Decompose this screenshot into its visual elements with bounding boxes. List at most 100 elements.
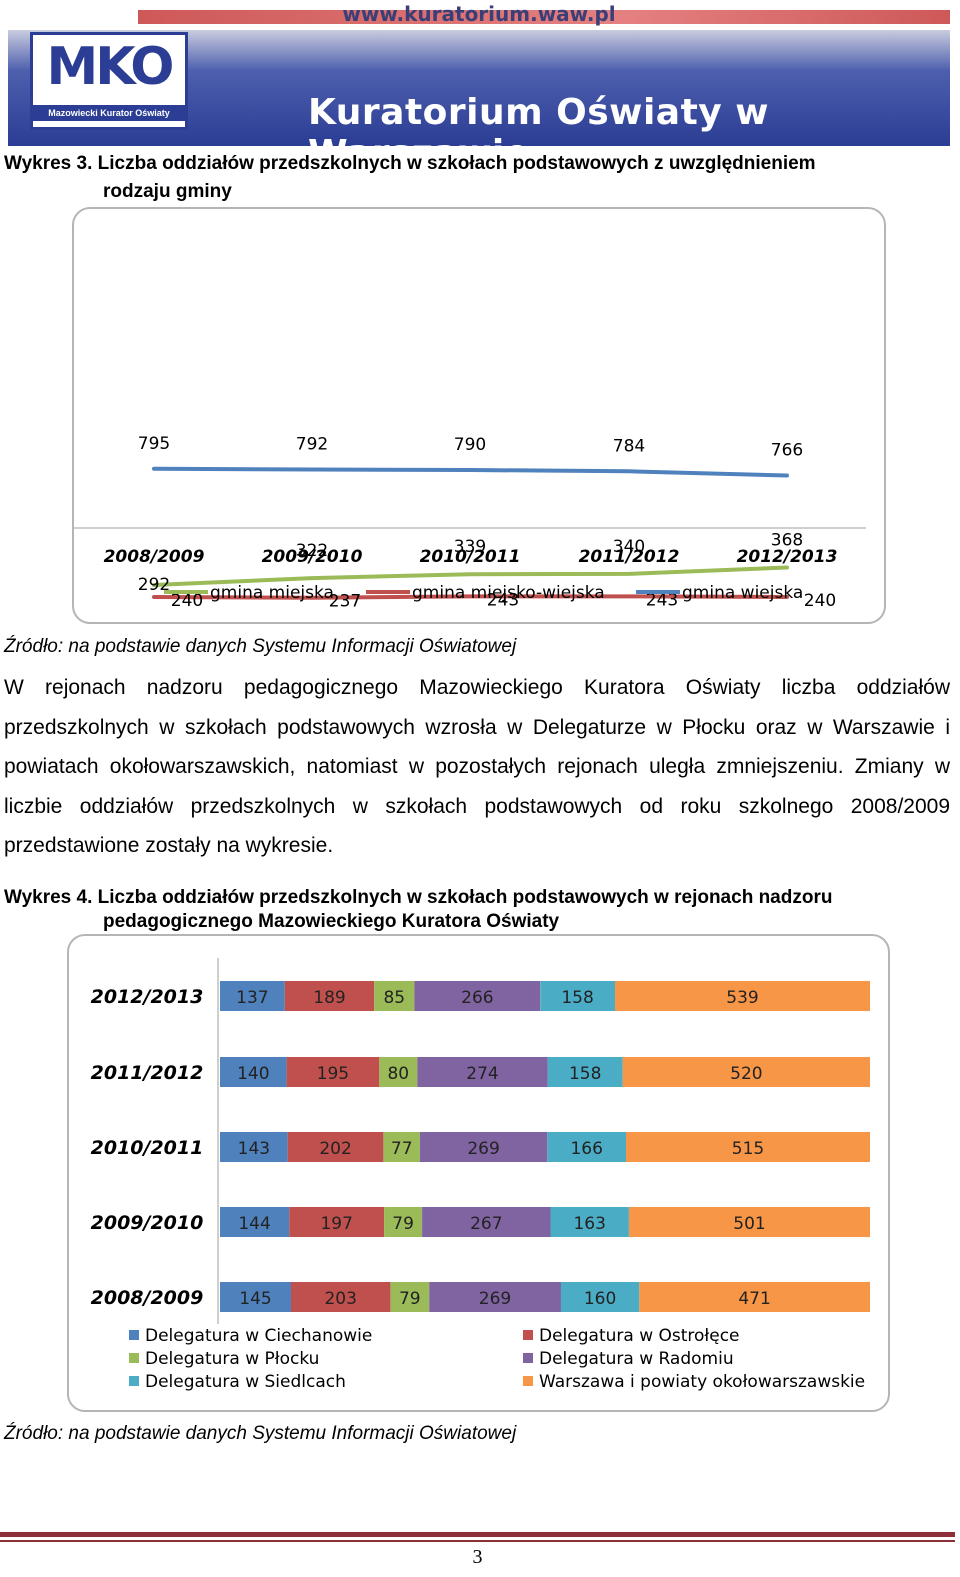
chart2-caption: Wykres 4. Liczba oddziałów przedszkolnyc… — [4, 887, 832, 909]
bar-segment — [626, 1132, 870, 1162]
bar-value-label: 520 — [730, 1064, 762, 1084]
chart2-caption-line1: Liczba oddziałów przedszkolnych w szkoła… — [97, 887, 833, 908]
bar-value-label: 202 — [319, 1139, 351, 1159]
bar-value-label: 137 — [236, 988, 268, 1008]
data-label: 240 — [171, 591, 203, 611]
data-label: 792 — [296, 435, 328, 455]
bar-value-label: 189 — [313, 988, 345, 1008]
chart1-caption-line1: Liczba oddziałów przedszkolnych w szkoła… — [97, 153, 816, 174]
bar-segment — [220, 1282, 291, 1312]
mko-logo: MKO Mazowiecki Kurator Oświaty — [30, 32, 188, 130]
data-label: 322 — [296, 541, 328, 561]
bar-segment — [622, 1057, 870, 1087]
line-chart: 292 322 339 340 368 240 237 243 243 240 795 792 790 7… — [74, 434, 866, 612]
banner-stripe — [138, 10, 950, 24]
bar-value-label: 160 — [584, 1289, 616, 1309]
bar-value-label: 501 — [733, 1214, 765, 1234]
header-banner: www.kuratorium.waw.pl MKO Mazowiecki Kur… — [8, 0, 950, 174]
bar-value-label: 203 — [324, 1289, 356, 1309]
data-label: 240 — [804, 591, 836, 611]
chart1-caption-label: Wykres 3. — [4, 153, 93, 174]
x-tick-label: 2012/2013 — [737, 547, 838, 567]
bar-segment — [615, 981, 870, 1011]
bar-segment — [547, 1132, 626, 1162]
bar-value-label: 515 — [732, 1139, 764, 1159]
legend-label: gmina miejsko-wiejska — [412, 583, 605, 603]
legend-swatch — [523, 1376, 533, 1386]
legend-label: Delegatura w Płocku — [145, 1349, 319, 1369]
bar-segment — [287, 1132, 384, 1162]
bar-segment — [220, 981, 285, 1011]
bar-segment — [291, 1282, 391, 1312]
chart2-caption-label: Wykres 4. — [4, 887, 93, 908]
bar-segment — [390, 1282, 430, 1312]
bar-segment — [374, 981, 415, 1011]
bar-value-label: 79 — [399, 1289, 421, 1309]
data-label: 784 — [613, 436, 645, 456]
bar-value-label: 140 — [237, 1064, 269, 1084]
bar-value-label: 197 — [320, 1214, 352, 1234]
data-label: 790 — [454, 435, 486, 455]
logo-subtitle: Mazowiecki Kurator Oświaty — [33, 105, 185, 121]
bar-segment — [422, 1207, 551, 1237]
bar-segment — [220, 1057, 287, 1087]
bar-segment — [284, 981, 375, 1011]
data-label: 795 — [138, 434, 170, 454]
bar-segment — [384, 1207, 423, 1237]
legend-label: Delegatura w Siedlcach — [145, 1372, 346, 1392]
header-title: Kuratorium Oświaty w Warszawie — [308, 92, 770, 174]
bar-value-label: 166 — [570, 1139, 602, 1159]
bar-segment — [417, 1057, 548, 1087]
logo-letters: MKO — [46, 37, 175, 97]
bar-value-label: 144 — [238, 1214, 270, 1234]
series-line-0 — [152, 565, 789, 587]
bar-value-label: 163 — [573, 1214, 605, 1234]
stacked-bar-chart: 2012/2013 137 189 85 266 158 539 2011/2012 140 19… — [91, 958, 870, 1392]
bar-segment — [286, 1057, 380, 1087]
line-chart-frame: 292 322 339 340 368 240 237 243 243 240 795 792 790 7… — [72, 207, 886, 624]
data-label: 766 — [771, 441, 803, 461]
y-tick-label: 2011/2012 — [91, 1062, 204, 1084]
bar-value-label: 79 — [392, 1214, 414, 1234]
bar-segment — [220, 1132, 288, 1162]
legend-swatch — [129, 1376, 139, 1386]
bar-value-label: 145 — [239, 1289, 271, 1309]
data-label: 243 — [487, 590, 519, 610]
site-url[interactable]: www.kuratorium.waw.pl — [342, 2, 616, 26]
bar-segment — [550, 1207, 629, 1237]
bar-value-label: 269 — [479, 1289, 511, 1309]
chart1-caption: Wykres 3. Liczba oddziałów przedszkolnyc… — [4, 153, 816, 175]
legend-swatch — [523, 1330, 533, 1340]
footer-rule — [0, 1532, 955, 1537]
bar-segment — [429, 1282, 561, 1312]
source-note-1: Źródło: na podstawie danych Systemu Info… — [4, 636, 517, 657]
body-paragraph: W rejonach nadzoru pedagogicznego Mazowi… — [4, 676, 950, 857]
x-tick-label: 2011/2012 — [579, 547, 680, 567]
series-line-2 — [152, 466, 789, 478]
source-note-2: Źródło: na podstawie danych Systemu Info… — [4, 1423, 517, 1444]
bar-segment — [540, 981, 615, 1011]
bar-segment — [560, 1282, 640, 1312]
data-label: 292 — [138, 575, 170, 595]
x-tick-label: 2010/2011 — [420, 547, 521, 567]
bar-value-label: 274 — [466, 1064, 498, 1084]
series-line-1 — [152, 594, 789, 600]
bar-segment — [419, 1132, 548, 1162]
bar-value-label: 77 — [391, 1139, 413, 1159]
bar-segment — [547, 1057, 623, 1087]
bar-chart-frame: 2012/2013 137 189 85 266 158 539 2011/2012 140 19… — [67, 934, 890, 1412]
legend-label: gmina miejska — [210, 583, 334, 603]
bar-value-label: 158 — [569, 1064, 601, 1084]
chart1-caption-line2: rodzaju gminy — [103, 181, 232, 202]
footer-rule-thin — [0, 1540, 955, 1542]
bar-value-label: 269 — [467, 1139, 499, 1159]
legend-label: gmina wiejska — [682, 583, 803, 603]
bar-segment — [414, 981, 541, 1011]
bar-segment — [220, 1207, 290, 1237]
bar-segment — [383, 1132, 420, 1162]
bar-value-label: 539 — [726, 988, 758, 1008]
legend-swatch — [129, 1330, 139, 1340]
legend-swatch — [129, 1353, 139, 1363]
legend-label: Warszawa i powiaty okołowarszawskie — [539, 1372, 865, 1392]
legend-label: Delegatura w Ciechanowie — [145, 1326, 372, 1346]
